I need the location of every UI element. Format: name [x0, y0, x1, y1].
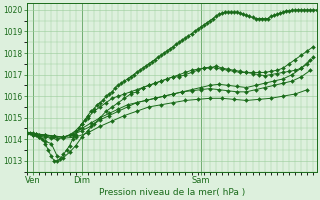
X-axis label: Pression niveau de la mer( hPa ): Pression niveau de la mer( hPa ) — [99, 188, 245, 197]
